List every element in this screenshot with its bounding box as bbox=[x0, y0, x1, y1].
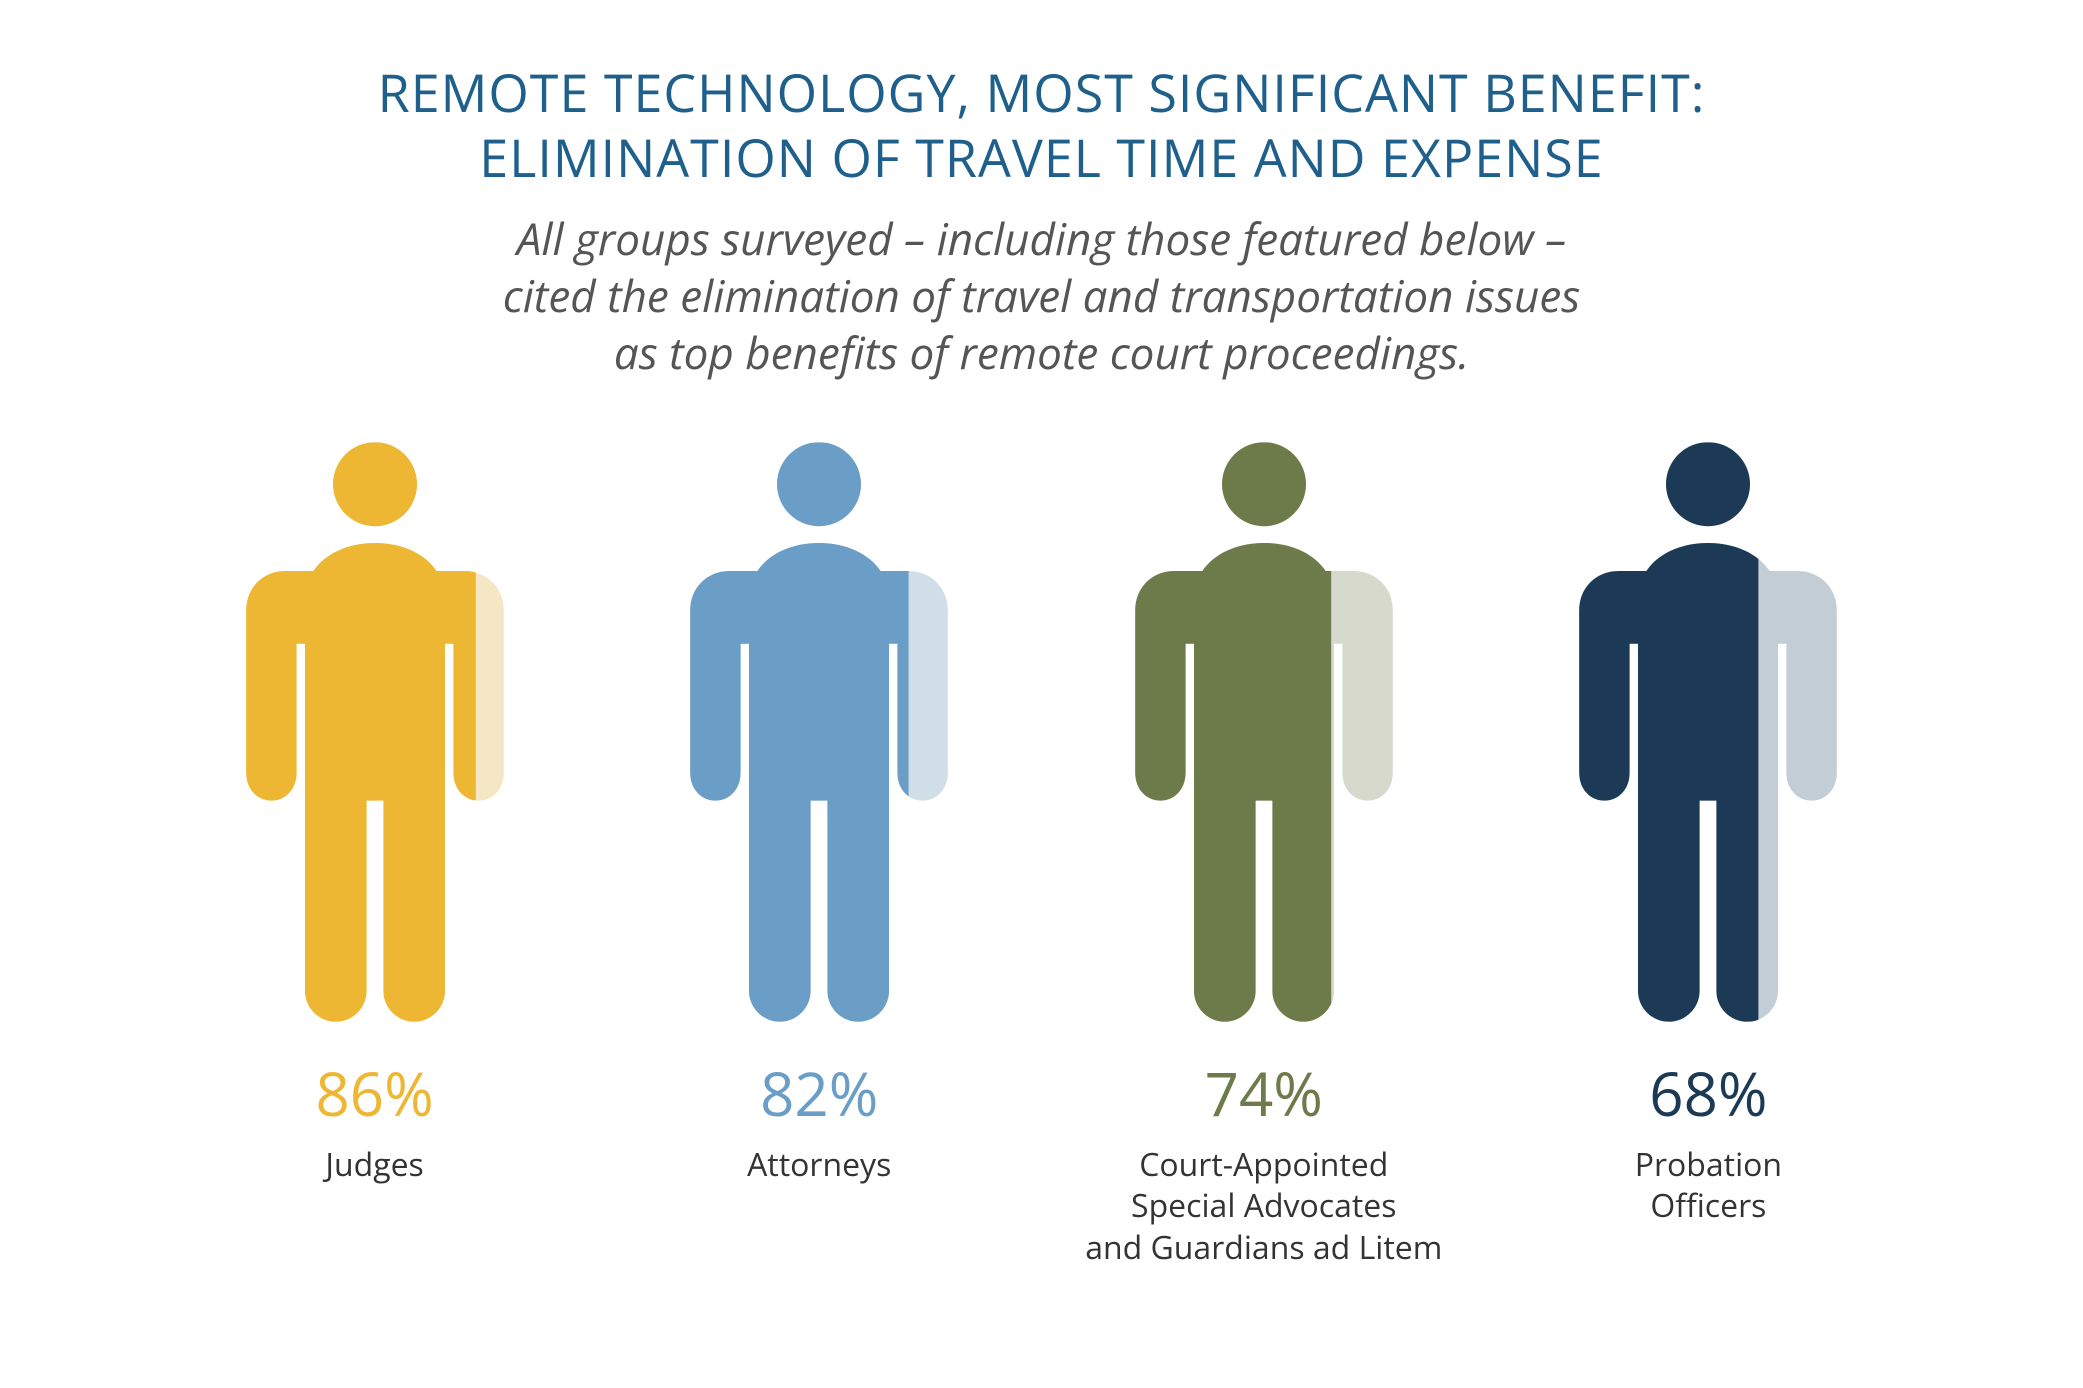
subtitle-line-3: as top benefits of remote court proceedi… bbox=[614, 322, 1469, 382]
infographic-subtitle: All groups surveyed – including those fe… bbox=[100, 210, 1983, 382]
infographic-title: REMOTE TECHNOLOGY, MOST SIGNIFICANT BENE… bbox=[100, 60, 1983, 190]
person-icon bbox=[1124, 442, 1404, 1022]
percentage-value: 74% bbox=[1205, 1052, 1323, 1134]
percentage-value: 86% bbox=[315, 1052, 433, 1134]
subtitle-line-2: cited the elimination of travel and tran… bbox=[503, 265, 1580, 325]
figure-label: Attorneys bbox=[747, 1144, 891, 1186]
person-icon bbox=[235, 442, 515, 1022]
percentage-value: 82% bbox=[760, 1052, 878, 1134]
title-line-1: REMOTE TECHNOLOGY, MOST SIGNIFICANT BENE… bbox=[378, 57, 1706, 128]
title-line-2: ELIMINATION OF TRAVEL TIME AND EXPENSE bbox=[479, 122, 1603, 193]
person-icon bbox=[679, 442, 959, 1022]
figure-column: 68% Probation Officers bbox=[1498, 442, 1918, 1227]
figure-label: Court-Appointed Special Advocates and Gu… bbox=[1085, 1144, 1442, 1269]
person-icon bbox=[1568, 442, 1848, 1022]
figure-column: 86% Judges bbox=[165, 442, 585, 1186]
figures-row: 86% Judges 82% Attorneys 74% Court-Appointed … bbox=[100, 442, 1983, 1269]
percentage-value: 68% bbox=[1649, 1052, 1767, 1134]
figure-label: Judges bbox=[325, 1144, 423, 1186]
figure-column: 74% Court-Appointed Special Advocates and… bbox=[1054, 442, 1474, 1269]
subtitle-line-1: All groups surveyed – including those fe… bbox=[517, 208, 1567, 268]
figure-label: Probation Officers bbox=[1635, 1144, 1782, 1227]
figure-column: 82% Attorneys bbox=[609, 442, 1029, 1186]
